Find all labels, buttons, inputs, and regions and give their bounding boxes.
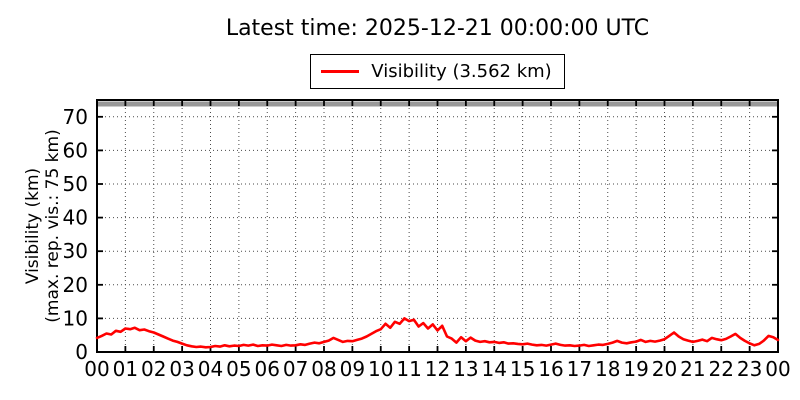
x-axis-tick-label: 05 <box>226 357 251 381</box>
x-axis-tick-label: 08 <box>311 357 336 381</box>
x-axis-tick-label: 04 <box>198 357 223 381</box>
chart-title: Latest time: 2025-12-21 00:00:00 UTC <box>225 16 650 41</box>
legend: Visibility (3.562 km) <box>85 54 790 89</box>
y-axis-tick-label: 0 <box>75 340 88 364</box>
x-axis-tick-label: 16 <box>538 357 563 381</box>
x-axis-tick-label: 13 <box>453 357 478 381</box>
x-axis-tick-label: 09 <box>340 357 365 381</box>
x-axis-tick-label: 02 <box>141 357 166 381</box>
red-line-icon <box>321 69 360 73</box>
y-axis-tick-label: 20 <box>63 273 88 297</box>
x-axis-tick-label: 11 <box>396 357 421 381</box>
x-axis-tick-label: 20 <box>652 357 677 381</box>
x-axis-tick-label: 18 <box>595 357 620 381</box>
x-axis-tick-label: 10 <box>368 357 393 381</box>
legend-box: Visibility (3.562 km) <box>310 54 565 89</box>
x-axis-tick-label: 15 <box>510 357 535 381</box>
x-axis-tick-label: 17 <box>567 357 592 381</box>
x-axis-tick-label: 07 <box>283 357 308 381</box>
visibility-line <box>95 317 780 349</box>
x-axis-tick-label: 14 <box>482 357 507 381</box>
y-axis-tick-label: 30 <box>63 239 88 263</box>
x-axis-tick-label: 01 <box>113 357 138 381</box>
y-axis-tick-label: 60 <box>63 138 88 162</box>
y-axis-tick-label: 50 <box>63 172 88 196</box>
plot-border <box>96 99 779 353</box>
x-axis-tick-label: 00 <box>765 357 790 381</box>
x-axis-tick-label: 12 <box>425 357 450 381</box>
legend-label: Visibility (3.562 km) <box>371 60 552 82</box>
x-axis-tick-label: 22 <box>709 357 734 381</box>
x-axis-tick-label: 00 <box>84 357 109 381</box>
y-axis-tick-label: 40 <box>63 206 88 230</box>
x-axis-tick-label: 23 <box>737 357 762 381</box>
y-axis-tick-label: 70 <box>63 105 88 129</box>
x-axis-tick-label: 19 <box>623 357 648 381</box>
x-axis-tick-label: 03 <box>169 357 194 381</box>
x-axis-tick-label: 06 <box>255 357 280 381</box>
x-axis-tick-label: 21 <box>680 357 705 381</box>
y-axis-tick-label: 10 <box>63 306 88 330</box>
